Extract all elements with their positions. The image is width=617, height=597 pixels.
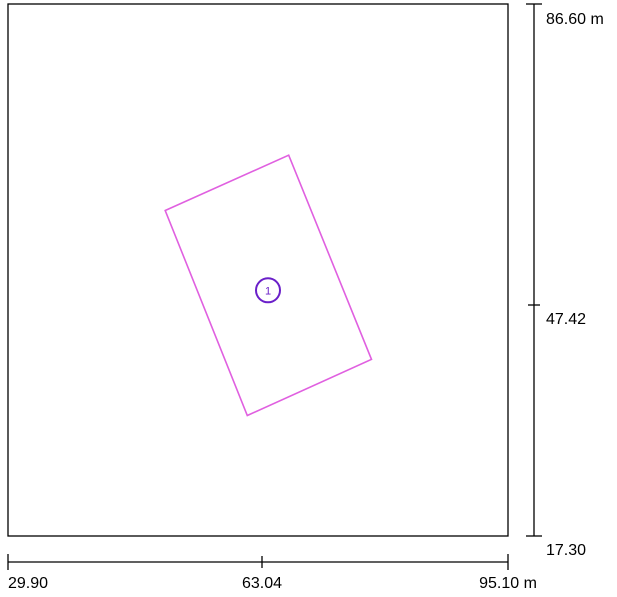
vertical-scale-bar: 86.60 m 47.42 17.30 bbox=[526, 3, 604, 559]
x-tick-left: 29.90 bbox=[8, 575, 48, 592]
plot-boundary bbox=[7, 3, 509, 537]
y-tick-bottom: 17.30 bbox=[546, 542, 586, 559]
x-tick-right: 95.10 m bbox=[479, 575, 537, 592]
lot-outline bbox=[164, 154, 373, 417]
lot-number-label: 1 bbox=[265, 285, 271, 297]
y-tick-top: 86.60 m bbox=[546, 11, 604, 28]
lot-number-marker bbox=[255, 277, 281, 304]
y-tick-mid: 47.42 bbox=[546, 311, 586, 328]
x-tick-mid: 63.04 bbox=[242, 575, 282, 592]
horizontal-scale-bar: 29.90 63.04 95.10 m bbox=[7, 554, 537, 592]
